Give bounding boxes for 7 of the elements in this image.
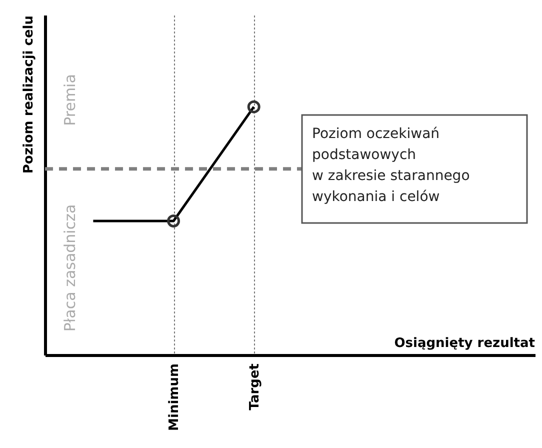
annotation: Premia	[61, 74, 79, 126]
annotation: Płaca zasadnicza	[61, 204, 79, 332]
x-tick-label: Target	[247, 364, 262, 410]
text: Osiągnięty rezultat	[394, 336, 535, 351]
ref-line-label: Poziom oczekiwań podstawowych w zakresie starannego wykonania i celów	[312, 126, 470, 205]
x-tick-label: Minimum	[167, 364, 182, 431]
y-axis-title: Poziom realizacji celu	[22, 16, 36, 174]
